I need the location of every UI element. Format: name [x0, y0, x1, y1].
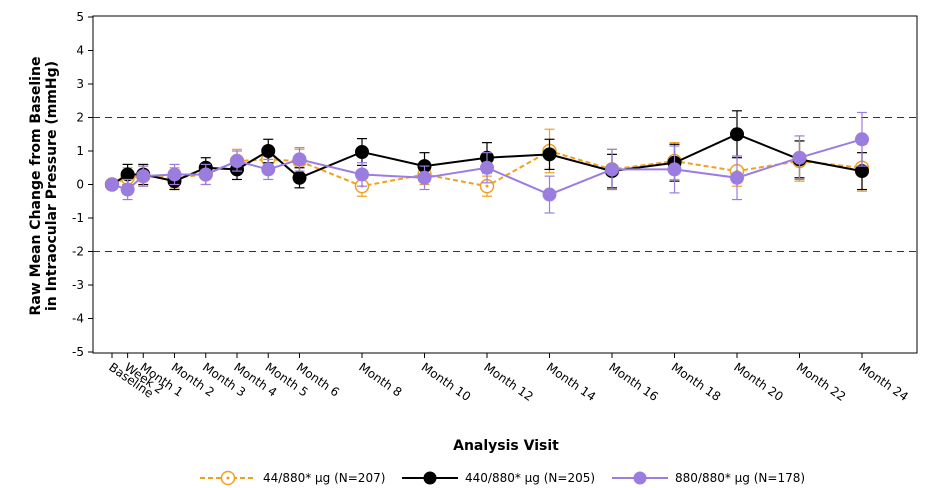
- legend-item-1: 44/880* µg (N=207): [200, 470, 385, 486]
- y-tick-label: 5: [76, 10, 84, 24]
- data-point: [198, 167, 213, 182]
- data-point: [167, 167, 182, 182]
- data-point: [120, 182, 135, 197]
- x-tick-label: Month 18: [669, 360, 723, 404]
- legend-item-3: 880/880* µg (N=178): [612, 471, 805, 485]
- data-point: [542, 147, 557, 162]
- y-tick-label: 1: [76, 144, 84, 158]
- y-tick-label: -1: [72, 211, 84, 225]
- data-point: [292, 152, 307, 167]
- legend-marker: [633, 471, 647, 485]
- data-point: [230, 154, 244, 169]
- y-tick-label: 2: [76, 111, 84, 125]
- data-point: [730, 127, 744, 142]
- x-tick-label: Month 12: [481, 360, 535, 404]
- legend-item-2: 440/880* µg (N=205): [402, 471, 595, 485]
- data-point: [605, 162, 619, 177]
- x-tick-label: Month 14: [544, 360, 598, 404]
- data-point: [261, 144, 276, 158]
- data-point: [792, 150, 807, 165]
- x-axis-title: Analysis Visit: [453, 438, 559, 454]
- data-point: [292, 170, 307, 185]
- y-tick-label: 4: [76, 44, 84, 58]
- data-point: [417, 170, 432, 185]
- x-tick-label: Month 16: [606, 360, 660, 404]
- data-point: [261, 162, 276, 177]
- legend-marker: [423, 471, 437, 485]
- data-point: [355, 167, 369, 182]
- legend-marker-center: [226, 476, 230, 480]
- x-tick-label: Month 20: [731, 360, 785, 404]
- x-tick-label: Month 24: [856, 360, 910, 404]
- data-point-center: [485, 184, 489, 188]
- legend-label: 44/880* µg (N=207): [263, 471, 385, 485]
- plot-frame: [92, 15, 918, 354]
- x-tick-label: Month 8: [356, 360, 404, 400]
- data-point: [480, 160, 494, 175]
- data-point: [105, 177, 119, 192]
- data-point: [667, 162, 682, 177]
- y-tick-label: 0: [76, 178, 84, 192]
- data-point: [730, 170, 744, 185]
- legend: 44/880* µg (N=207) 440/880* µg (N=205) 880…: [200, 470, 805, 486]
- data-point: [542, 187, 557, 202]
- y-tick-label: -5: [72, 345, 84, 359]
- y-tick-label: -4: [72, 312, 84, 326]
- y-axis-title: Raw Mean Change from Baseline in Intraoc…: [28, 57, 60, 316]
- series-3: [105, 111, 869, 214]
- y-axis-title-line2: in Intraocular Pressure (mmHg): [44, 61, 60, 311]
- y-tick-label: -3: [72, 278, 84, 292]
- data-point: [136, 169, 151, 184]
- y-tick-label: 3: [76, 77, 84, 91]
- y-axis-title-line1: Raw Mean Change from Baseline: [28, 57, 44, 316]
- y-tick-label: -2: [72, 245, 84, 259]
- legend-label: 880/880* µg (N=178): [675, 471, 805, 485]
- data-point: [355, 145, 369, 160]
- x-tick-label: Month 22: [794, 360, 848, 404]
- data-point: [855, 132, 869, 147]
- legend-label: 440/880* µg (N=205): [465, 471, 595, 485]
- x-tick-label: Month 10: [419, 360, 473, 404]
